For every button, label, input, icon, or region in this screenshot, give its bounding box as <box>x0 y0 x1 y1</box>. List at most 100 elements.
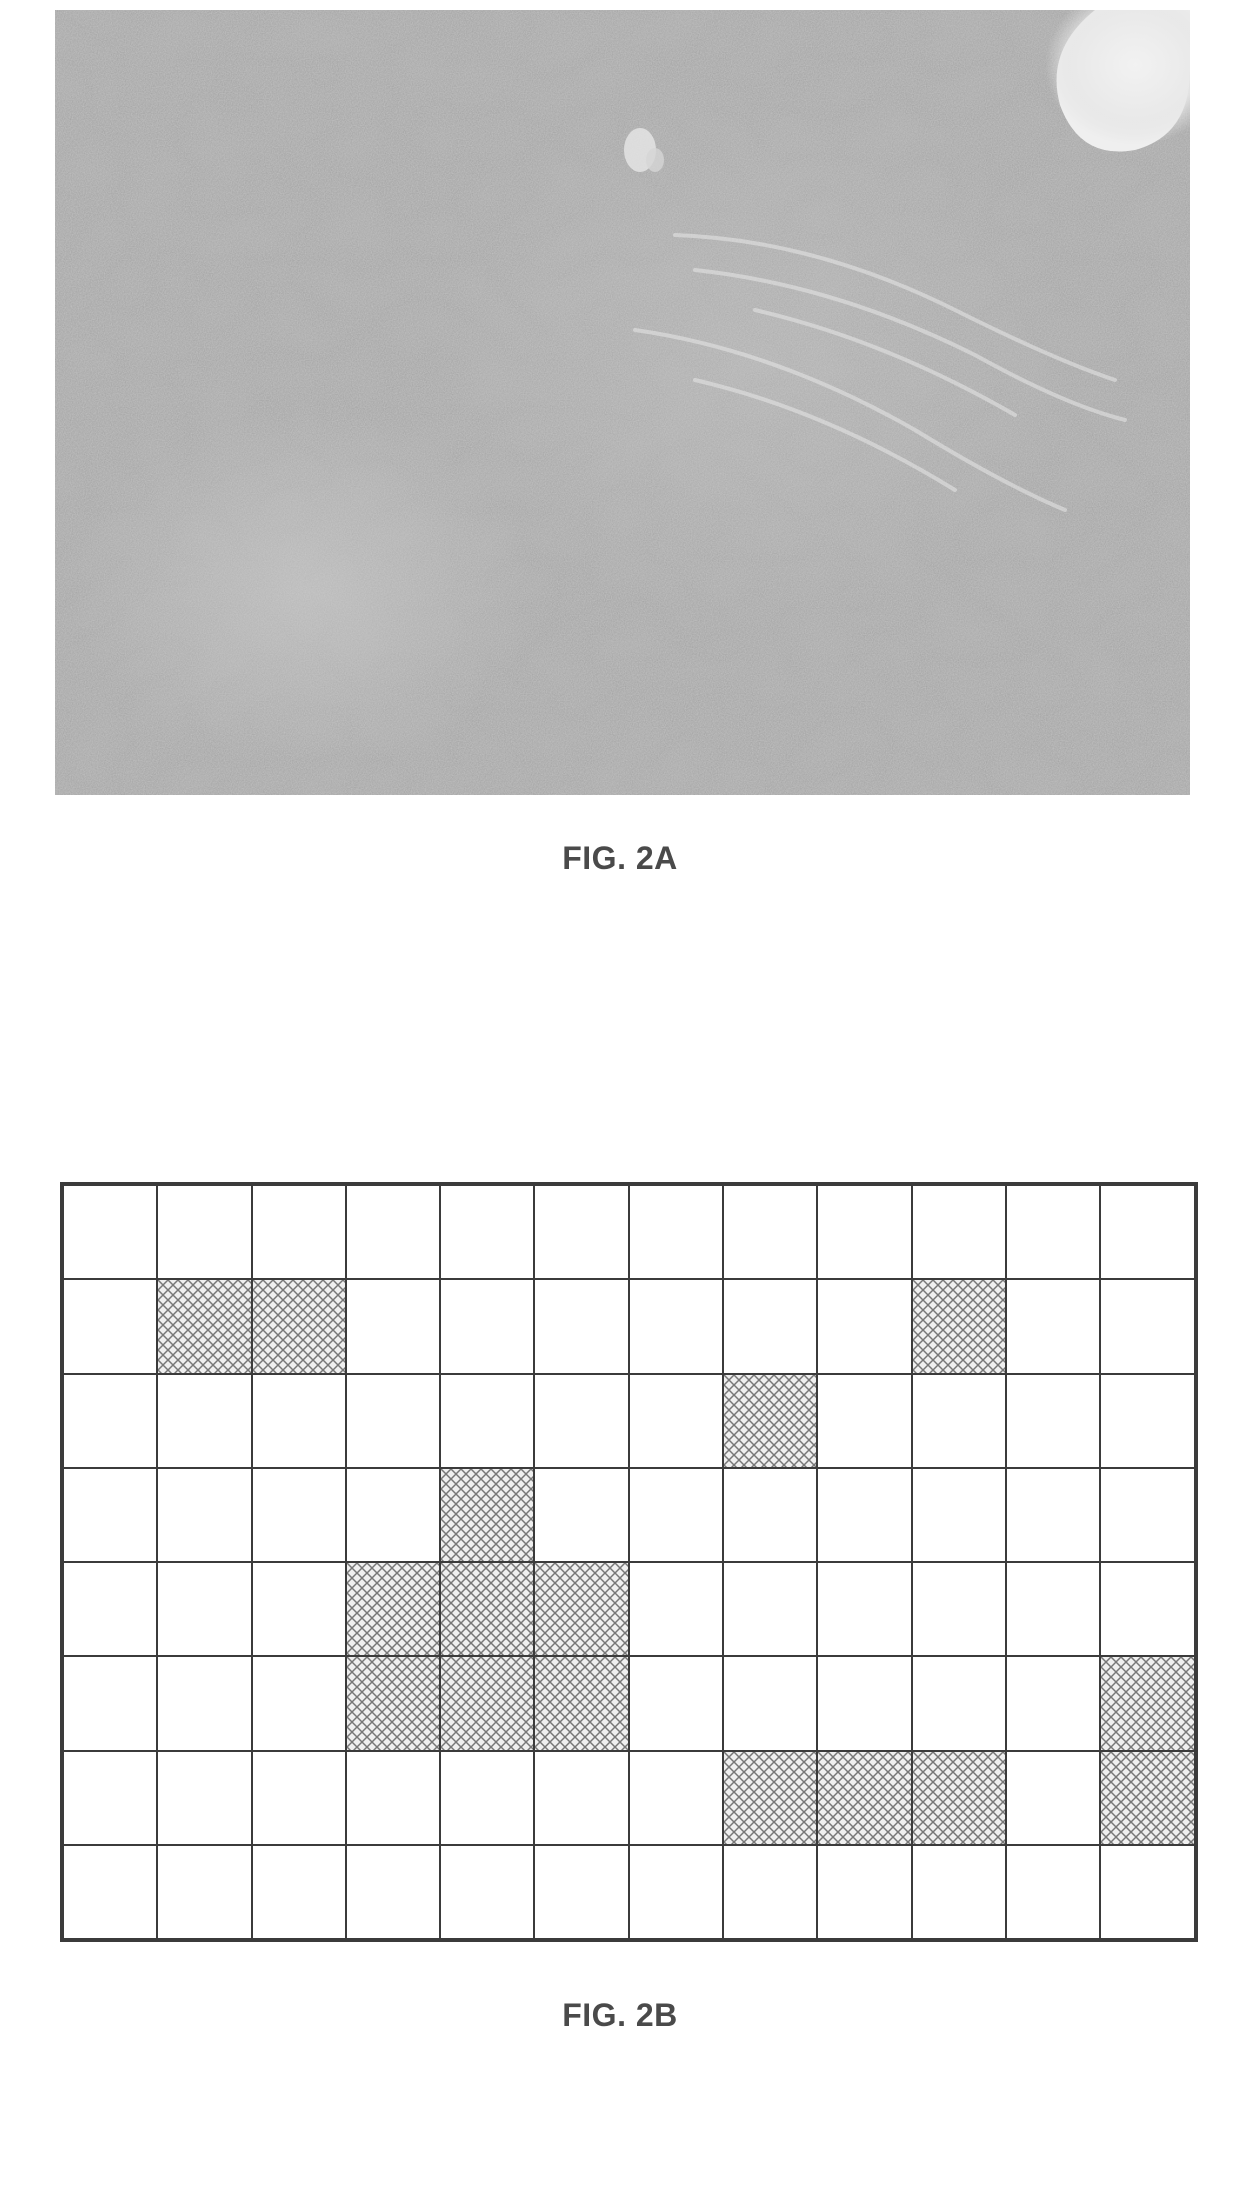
grid-cell <box>1006 1845 1100 1939</box>
grid-cell <box>1006 1279 1100 1373</box>
grid-cell <box>629 1656 723 1750</box>
fig-2a-image <box>55 10 1190 795</box>
grid-cell <box>157 1751 251 1845</box>
grid-cell <box>1100 1468 1194 1562</box>
grid-cell <box>817 1562 911 1656</box>
grid-cell <box>817 1656 911 1750</box>
grid-cell <box>440 1279 534 1373</box>
grid-cell <box>63 1562 157 1656</box>
grid-cell <box>912 1656 1006 1750</box>
grid-cell-hatched <box>346 1562 440 1656</box>
grid-cell <box>63 1185 157 1279</box>
grid-cell <box>63 1656 157 1750</box>
grid-cell <box>1006 1656 1100 1750</box>
grid-cell-hatched <box>1100 1751 1194 1845</box>
grid-cell <box>912 1845 1006 1939</box>
grid-cell-hatched <box>534 1562 628 1656</box>
grid-cell <box>63 1468 157 1562</box>
grid-cell <box>252 1185 346 1279</box>
grid-cell <box>817 1468 911 1562</box>
grid-cell <box>534 1374 628 1468</box>
grid-cell <box>157 1562 251 1656</box>
grid-cell <box>912 1185 1006 1279</box>
fig-2b-caption: FIG. 2B <box>0 1997 1240 2074</box>
grid-cell <box>346 1845 440 1939</box>
grid-cell <box>346 1374 440 1468</box>
grid-cell <box>723 1845 817 1939</box>
fig-2a-caption: FIG. 2A <box>0 840 1240 877</box>
grid-cell <box>817 1374 911 1468</box>
grid-cell <box>817 1845 911 1939</box>
grid-cell <box>252 1562 346 1656</box>
grid-cell <box>817 1185 911 1279</box>
grid-cell <box>346 1279 440 1373</box>
grid-cell-hatched <box>723 1374 817 1468</box>
grid-cell <box>63 1374 157 1468</box>
grid-cell <box>1100 1845 1194 1939</box>
grid-cell <box>534 1279 628 1373</box>
grid-cell <box>1006 1562 1100 1656</box>
grid-cell-hatched <box>912 1751 1006 1845</box>
grid-cell-hatched <box>440 1468 534 1562</box>
grid-cell <box>252 1751 346 1845</box>
grid-cell-hatched <box>346 1656 440 1750</box>
grid-cell <box>629 1468 723 1562</box>
grid-cell-hatched <box>912 1279 1006 1373</box>
grid-cell <box>1100 1562 1194 1656</box>
grid-cell <box>440 1185 534 1279</box>
grid-cell <box>723 1468 817 1562</box>
grid-cell <box>63 1845 157 1939</box>
grid-cell <box>157 1845 251 1939</box>
grid-cell <box>1006 1374 1100 1468</box>
grid-cell <box>157 1656 251 1750</box>
grid-cell <box>1100 1279 1194 1373</box>
grid-cell <box>346 1468 440 1562</box>
grid-cell-hatched <box>440 1656 534 1750</box>
grid-cell-hatched <box>157 1279 251 1373</box>
grid-cell <box>346 1751 440 1845</box>
grid-cell <box>157 1374 251 1468</box>
grid-cell <box>440 1845 534 1939</box>
grid-cell <box>1006 1751 1100 1845</box>
grid-cell <box>723 1185 817 1279</box>
grid-cell <box>157 1468 251 1562</box>
grid-cell <box>157 1185 251 1279</box>
grid-cell <box>1006 1185 1100 1279</box>
grid-cell <box>440 1374 534 1468</box>
grid-cell <box>912 1468 1006 1562</box>
grid-cell <box>534 1468 628 1562</box>
grid-cell <box>629 1845 723 1939</box>
grid-cell <box>252 1468 346 1562</box>
grid-cell <box>252 1845 346 1939</box>
grid-cell-hatched <box>1100 1656 1194 1750</box>
grid-cell-hatched <box>440 1562 534 1656</box>
grid-cell <box>1100 1374 1194 1468</box>
fig-2b-grid <box>60 1182 1198 1942</box>
grid-cell <box>817 1279 911 1373</box>
grid-cell <box>723 1562 817 1656</box>
grid-cell <box>63 1279 157 1373</box>
grid-cell-hatched <box>817 1751 911 1845</box>
grid-cell <box>252 1374 346 1468</box>
grid-cell <box>534 1751 628 1845</box>
grid-cell <box>912 1374 1006 1468</box>
grid-cell <box>346 1185 440 1279</box>
grid-cell <box>629 1374 723 1468</box>
grid-cell <box>629 1562 723 1656</box>
grid-cell <box>629 1185 723 1279</box>
grid-cell <box>723 1279 817 1373</box>
grid-cell <box>534 1845 628 1939</box>
grid-cell <box>252 1656 346 1750</box>
grid-cell <box>1100 1185 1194 1279</box>
grid-cell <box>629 1279 723 1373</box>
grid-cell-hatched <box>534 1656 628 1750</box>
grid-cell <box>912 1562 1006 1656</box>
grid-cell <box>629 1751 723 1845</box>
grid-cell <box>723 1656 817 1750</box>
grid-cell-hatched <box>723 1751 817 1845</box>
grid-cell <box>63 1751 157 1845</box>
grid-cell-hatched <box>252 1279 346 1373</box>
grid-cell <box>1006 1468 1100 1562</box>
grid-cell <box>440 1751 534 1845</box>
grid-cell <box>534 1185 628 1279</box>
